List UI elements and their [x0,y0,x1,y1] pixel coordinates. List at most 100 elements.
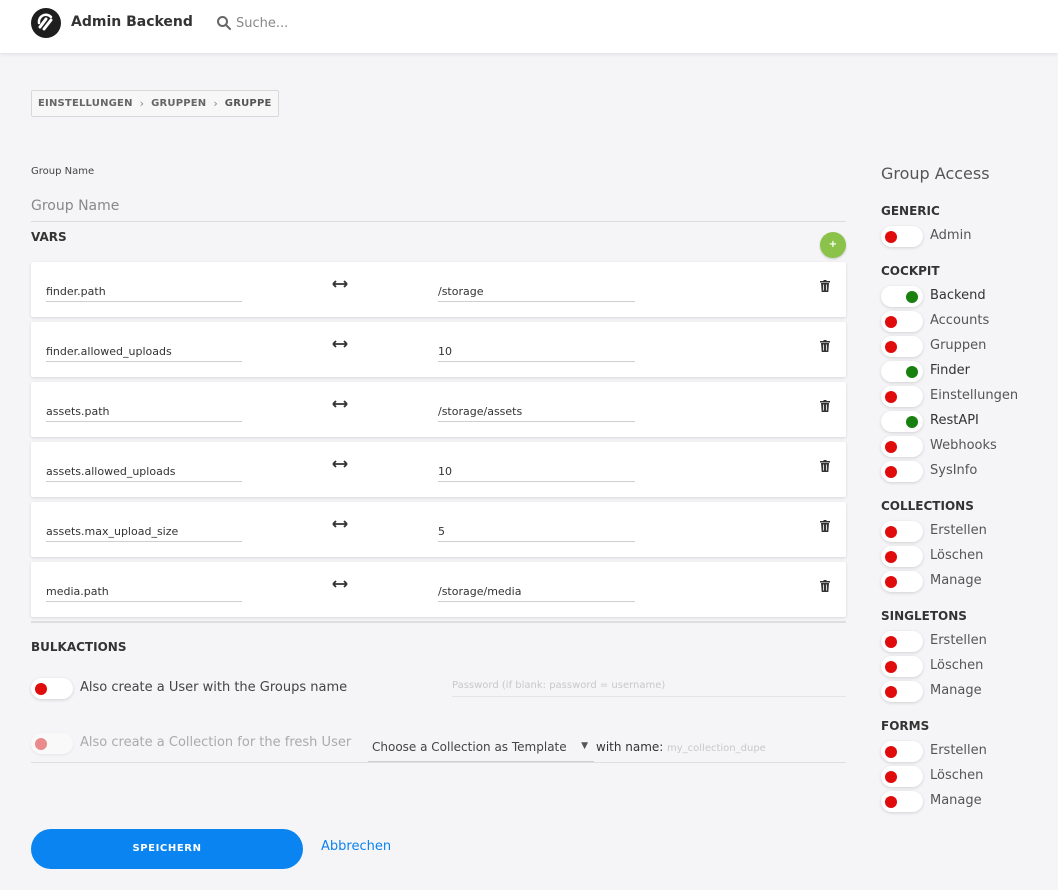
trash-icon[interactable] [820,460,830,472]
toggle-knob [885,231,897,243]
toggle-knob [885,661,897,673]
access-label-collections-erstellen: Erstellen [930,523,987,538]
var-value-input[interactable] [438,461,635,482]
var-key-input[interactable] [46,581,242,602]
access-toggle-singletons-manage[interactable] [881,681,923,702]
access-toggle-webhooks[interactable] [881,436,923,457]
toggle-knob [885,466,897,478]
var-row [31,382,846,437]
breadcrumb-item-gruppe: GRUPPE [224,98,272,109]
access-label-gruppen: Gruppen [930,338,987,353]
access-toggle-finder[interactable] [881,361,923,382]
var-value-input[interactable] [438,521,635,542]
access-toggle-forms-loeschen[interactable] [881,766,923,787]
toggle-knob [885,526,897,538]
toggle-knob [35,738,47,750]
var-key-input[interactable] [46,281,242,302]
double-arrow-icon [332,460,348,468]
var-row [31,442,846,497]
access-label-backend: Backend [930,288,986,303]
vars-heading: VARS [31,230,67,244]
breadcrumb-item-einstellungen[interactable]: EINSTELLUNGEN [38,98,133,109]
trash-icon[interactable] [820,400,830,412]
access-label-webhooks: Webhooks [930,438,997,453]
toggle-knob [885,576,897,588]
toggle-knob [885,796,897,808]
toggle-knob [885,686,897,698]
top-bar: Admin Backend [0,0,1058,53]
breadcrumb-item-gruppen[interactable]: GRUPPEN [151,98,207,109]
access-toggle-backend[interactable] [881,286,923,307]
double-arrow-icon [332,580,348,588]
access-section-cockpit: COCKPIT [881,264,940,278]
trash-icon[interactable] [820,340,830,352]
access-label-admin: Admin [930,228,972,243]
var-key-input[interactable] [46,461,242,482]
toggle-knob [885,441,897,453]
access-label-restapi: RestAPI [930,413,979,428]
divider [31,621,846,623]
access-toggle-forms-erstellen[interactable] [881,741,923,762]
toggle-knob [885,636,897,648]
collection-template-select[interactable]: Choose a Collection as Template ▼ [368,737,594,762]
var-value-input[interactable] [438,401,635,422]
create-user-label: Also create a User with the Groups name [80,680,348,695]
group-access-title: Group Access [881,164,990,183]
access-toggle-collections-erstellen[interactable] [881,521,923,542]
trash-icon[interactable] [820,280,830,292]
search-input[interactable] [236,12,456,34]
double-arrow-icon [332,340,348,348]
create-user-toggle[interactable] [31,678,73,699]
password-input[interactable] [452,675,846,697]
access-label-forms-loeschen: Löschen [930,768,984,783]
var-key-input[interactable] [46,341,242,362]
access-label-singletons-manage: Manage [930,683,982,698]
access-toggle-restapi[interactable] [881,411,923,432]
group-name-input[interactable] [31,190,846,222]
collection-select-value: Choose a Collection as Template [372,740,567,754]
var-key-input[interactable] [46,521,242,542]
var-value-input[interactable] [438,581,635,602]
toggle-knob [35,683,47,695]
collection-name-input[interactable] [667,738,846,758]
app-title[interactable]: Admin Backend [71,14,193,30]
create-collection-toggle[interactable] [31,733,73,754]
access-toggle-einstellungen[interactable] [881,386,923,407]
access-toggle-accounts[interactable] [881,311,923,332]
access-toggle-admin[interactable] [881,226,923,247]
search-icon [217,16,231,30]
toggle-knob [885,391,897,403]
access-toggle-gruppen[interactable] [881,336,923,357]
access-label-einstellungen: Einstellungen [930,388,1019,403]
cancel-link[interactable]: Abbrechen [321,839,392,854]
trash-icon[interactable] [820,580,830,592]
save-button[interactable]: SPEICHERN [31,829,303,869]
access-toggle-collections-manage[interactable] [881,571,923,592]
var-row [31,502,846,557]
access-toggle-singletons-loeschen[interactable] [881,656,923,677]
trash-icon[interactable] [820,520,830,532]
access-toggle-sysinfo[interactable] [881,461,923,482]
access-label-singletons-loeschen: Löschen [930,658,984,673]
access-toggle-singletons-erstellen[interactable] [881,631,923,652]
toggle-knob [885,341,897,353]
var-value-input[interactable] [438,341,635,362]
with-name-label: with name: [596,740,664,754]
toggle-knob [885,316,897,328]
toggle-knob [885,746,897,758]
chevron-right-icon: › [213,97,218,110]
access-section-singletons: SINGLETONS [881,609,967,623]
var-value-input[interactable] [438,281,635,302]
toggle-knob [906,366,918,378]
access-label-singletons-erstellen: Erstellen [930,633,987,648]
access-label-collections-manage: Manage [930,573,982,588]
access-toggle-forms-manage[interactable] [881,791,923,812]
toggle-knob [885,551,897,563]
var-key-input[interactable] [46,401,242,422]
add-var-button[interactable]: + [820,232,846,258]
app-logo-icon[interactable] [31,8,61,38]
access-label-forms-erstellen: Erstellen [930,743,987,758]
double-arrow-icon [332,400,348,408]
access-section-generic: GENERIC [881,204,940,218]
access-toggle-collections-loeschen[interactable] [881,546,923,567]
